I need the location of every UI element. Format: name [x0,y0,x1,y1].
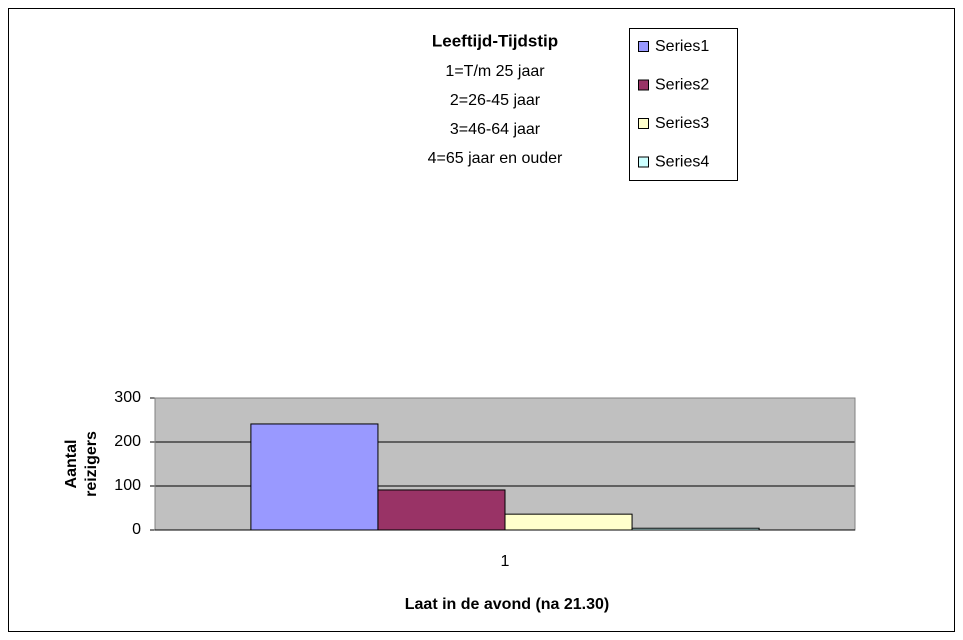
legend-swatch [638,156,649,168]
subtitle: 1=T/m 25 jaar [445,63,545,80]
y-tick-label: 200 [114,433,141,450]
subtitle: 4=65 jaar en ouder [428,150,563,167]
legend-swatch [638,41,649,52]
chart-title: Leeftijd-Tijdstip [432,31,558,50]
y-tick-label: 300 [114,389,141,406]
x-tick-label: 1 [501,553,510,570]
subtitle: 3=46-64 jaar [450,121,541,138]
y-tick-label: 100 [114,477,141,494]
legend-swatch [638,118,649,129]
legend-label: Series4 [655,154,709,171]
subtitle: 2=26-45 jaar [450,92,541,109]
legend-label: Series1 [655,38,709,55]
legend-swatch [638,79,649,91]
bar [377,489,506,531]
y-axis-label: Aantal [63,440,80,489]
legend-box [629,28,738,181]
x-axis-label: Laat in de avond (na 21.30) [405,596,610,613]
y-axis-label: reizigers [83,431,100,497]
legend-label: Series2 [655,77,709,94]
y-tick-label: 0 [132,521,141,538]
bar [504,513,633,531]
bar [250,423,379,531]
legend-label: Series3 [655,115,709,132]
